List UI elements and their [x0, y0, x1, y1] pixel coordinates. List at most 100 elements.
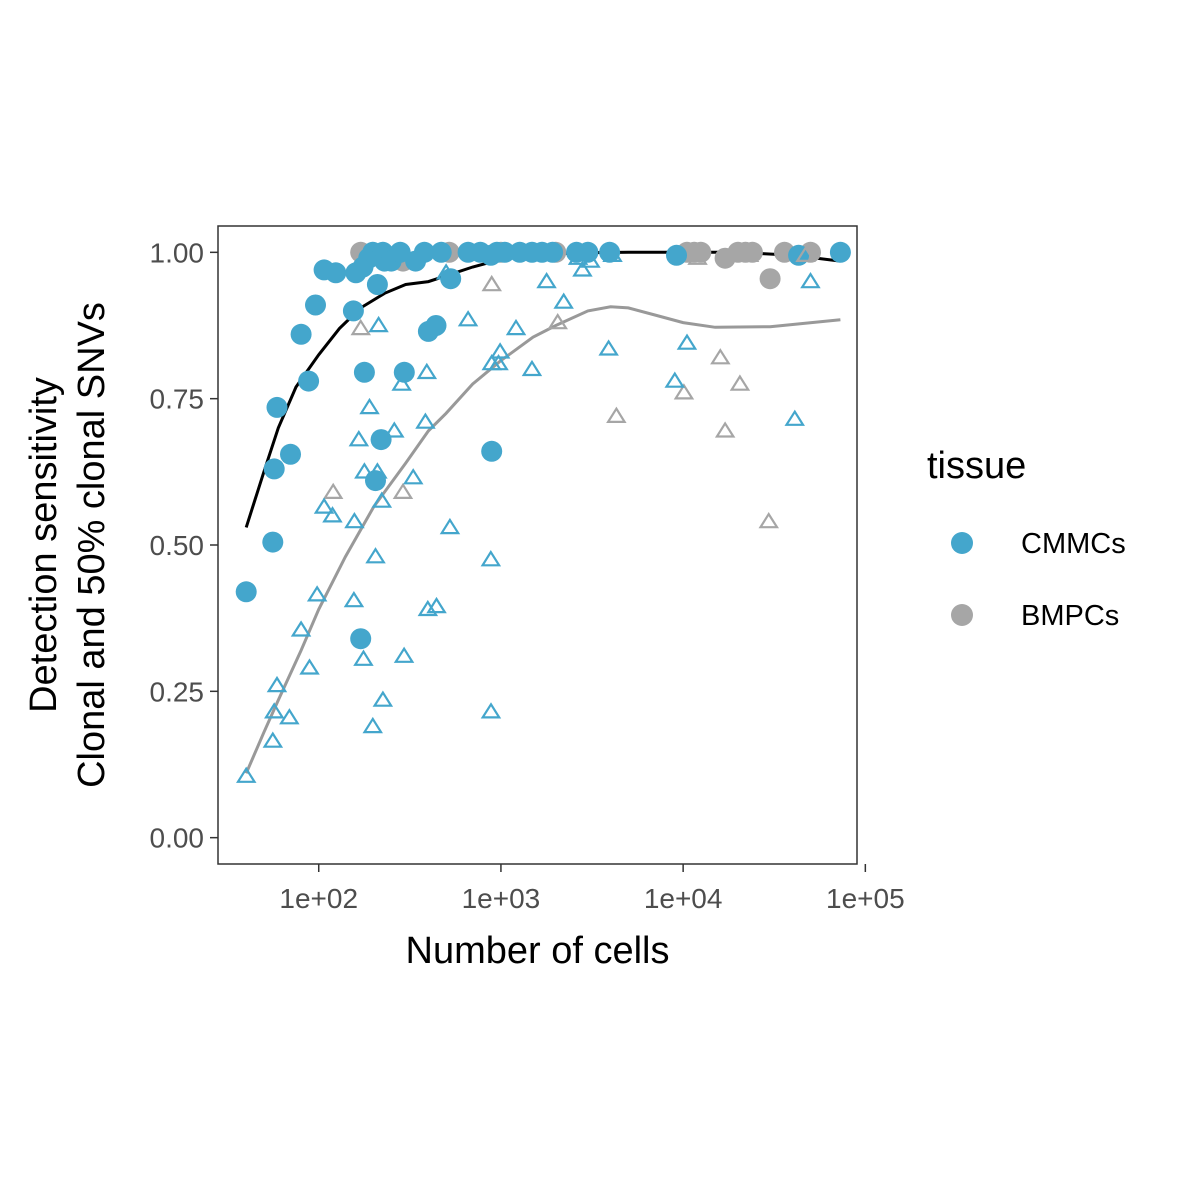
- data-point-circle-cmmcs: [342, 300, 364, 322]
- y-tick-label: 0.75: [150, 384, 205, 415]
- data-point-triangle-bmpcs: [392, 482, 414, 499]
- data-point-triangle-bmpcs: [687, 248, 708, 265]
- data-point-triangle-cmmcs: [784, 409, 805, 426]
- data-point-triangle-cmmcs: [359, 397, 380, 415]
- data-point-triangle-bmpcs: [758, 512, 779, 529]
- data-point-triangle-cmmcs: [391, 374, 412, 391]
- data-point-circle-cmmcs: [542, 241, 564, 263]
- y-axis: 0.00 0.25 0.50 0.75 1.00: [150, 237, 218, 854]
- plot-panel-border: [217, 225, 858, 865]
- data-point-triangle-bmpcs: [606, 406, 627, 423]
- data-point-triangle-cmmcs: [676, 333, 698, 350]
- data-point-triangle-cmmcs: [598, 339, 619, 356]
- data-point-triangle-cmmcs: [299, 658, 320, 675]
- legend-swatch-cmmcs: [951, 532, 973, 554]
- data-point-triangle-cmmcs: [354, 462, 375, 479]
- y-tick-label: 0.25: [150, 676, 205, 707]
- data-point-circle-cmmcs: [262, 531, 284, 553]
- x-axis: 1e+02 1e+03 1e+04 1e+05: [279, 864, 905, 914]
- data-point-triangle-cmmcs: [322, 506, 343, 523]
- data-point-triangle-cmmcs: [521, 359, 543, 377]
- data-point-triangle-cmmcs: [362, 716, 383, 734]
- data-point-triangle-cmmcs: [279, 708, 300, 725]
- data-point-triangle-cmmcs: [368, 315, 389, 333]
- data-point-circle-cmmcs: [290, 323, 312, 345]
- x-tick-label: 1e+04: [644, 883, 723, 914]
- y-axis-title-line-2: Clonal and 50% clonal SNVs: [71, 302, 113, 788]
- x-tick-label: 1e+05: [826, 883, 905, 914]
- y-tick-label: 0.50: [150, 530, 205, 561]
- y-tick-label: 0.00: [150, 823, 205, 854]
- data-point-triangle-cmmcs: [372, 690, 394, 707]
- data-point-triangle-cmmcs: [505, 318, 527, 336]
- x-axis-title: Number of cells: [406, 930, 670, 972]
- data-point-triangle-cmmcs: [262, 731, 284, 748]
- legend-label-cmmcs: CMMCs: [1021, 528, 1126, 560]
- data-point-circle-cmmcs: [389, 241, 411, 263]
- data-point-triangle-cmmcs: [353, 649, 374, 666]
- data-point-triangle-cmmcs: [800, 272, 821, 289]
- data-point-triangle-cmmcs: [343, 591, 365, 608]
- data-point-circle-cmmcs: [263, 458, 285, 480]
- data-point-triangle-cmmcs: [457, 310, 479, 327]
- data-point-triangle-cmmcs: [344, 512, 365, 529]
- data-point-triangle-cmmcs: [393, 646, 415, 663]
- data-point-circle-cmmcs: [325, 262, 347, 284]
- data-point-circle-cmmcs: [353, 361, 375, 383]
- data-point-triangle-cmmcs: [480, 550, 502, 567]
- data-point-triangle-bmpcs: [322, 482, 344, 499]
- data-point-triangle-cmmcs: [567, 248, 589, 265]
- data-point-triangle-bmpcs: [738, 245, 760, 262]
- data-point-circle-cmmcs: [430, 241, 452, 263]
- data-point-triangle-cmmcs: [266, 675, 288, 693]
- data-point-triangle-cmmcs: [264, 702, 285, 719]
- data-point-triangle-bmpcs: [714, 421, 736, 438]
- data-point-circle-cmmcs: [280, 443, 301, 465]
- data-point-triangle-cmmcs: [439, 517, 461, 535]
- data-point-circle-cmmcs: [366, 274, 388, 295]
- data-point-triangle-cmmcs: [313, 497, 335, 514]
- legend-swatch-bmpcs: [951, 604, 973, 626]
- data-point-triangle-cmmcs: [664, 371, 685, 388]
- y-tick-label: 1.00: [150, 237, 205, 268]
- data-point-triangle-bmpcs: [673, 383, 695, 400]
- data-point-triangle-cmmcs: [580, 251, 601, 268]
- data-point-circle-cmmcs: [266, 396, 288, 418]
- data-point-triangle-cmmcs: [403, 468, 424, 485]
- data-point-circle-bmpcs: [690, 241, 712, 263]
- data-point-triangle-cmmcs: [367, 462, 388, 479]
- data-point-triangle-cmmcs: [480, 702, 502, 719]
- data-point-triangle-cmmcs: [415, 412, 436, 429]
- data-point-circle-cmmcs: [393, 361, 415, 383]
- fit-line-subclonal: [244, 305, 841, 774]
- data-point-triangle-cmmcs: [371, 491, 393, 508]
- data-point-triangle-cmmcs: [553, 292, 574, 309]
- data-point-triangle-cmmcs: [572, 260, 593, 277]
- data-point-triangle-cmmcs: [416, 362, 438, 380]
- legend-title: tissue: [927, 445, 1026, 487]
- x-tick-label: 1e+03: [462, 883, 541, 914]
- data-point-circle-bmpcs: [759, 268, 781, 290]
- data-point-triangle-cmmcs: [236, 766, 257, 783]
- data-point-circle-cmmcs: [666, 244, 687, 266]
- data-point-triangle-bmpcs: [710, 348, 731, 365]
- data-point-circle-cmmcs: [425, 315, 447, 336]
- data-point-triangle-cmmcs: [417, 599, 439, 617]
- data-point-triangle-bmpcs: [350, 318, 371, 336]
- x-tick-label: 1e+02: [279, 883, 358, 914]
- data-markers: [235, 241, 851, 783]
- data-point-triangle-cmmcs: [365, 547, 386, 564]
- data-point-circle-cmmcs: [481, 440, 503, 462]
- data-point-circle-cmmcs: [494, 241, 516, 263]
- data-point-triangle-cmmcs: [602, 245, 623, 262]
- data-point-triangle-cmmcs: [536, 272, 557, 289]
- data-point-triangle-cmmcs: [290, 620, 312, 637]
- data-point-triangle-cmmcs: [348, 430, 370, 447]
- data-point-triangle-cmmcs: [489, 342, 511, 359]
- data-point-triangle-cmmcs: [426, 596, 447, 614]
- data-point-triangle-bmpcs: [547, 313, 568, 330]
- legend: tissue CMMCs BMPCs: [927, 445, 1126, 632]
- data-point-triangle-bmpcs: [795, 245, 816, 262]
- data-point-triangle-cmmcs: [306, 585, 328, 602]
